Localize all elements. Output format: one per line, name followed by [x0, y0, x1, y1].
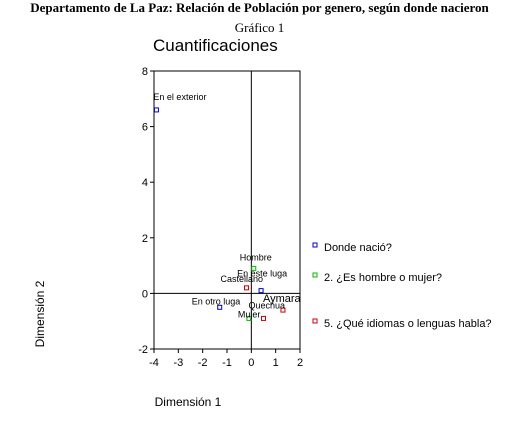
data-point: [258, 288, 264, 294]
data-point: [280, 307, 286, 313]
point-label: En otro luga: [192, 296, 241, 306]
legend-label: 5. ¿Qué idiomas o lenguas habla?: [324, 318, 492, 330]
data-point: [243, 285, 249, 291]
legend-marker: [312, 318, 318, 324]
data-point: [153, 107, 159, 113]
x-tick-label: 0: [248, 357, 254, 369]
point-label: Hombre: [240, 252, 272, 262]
legend: Donde nació? 2. ¿Es hombre o mujer? 5. ¿Qu…: [312, 242, 492, 330]
y-tick-label: 6: [142, 122, 148, 134]
data-point: [251, 265, 257, 271]
point-label: Quechua: [249, 300, 286, 310]
figure-label: Gráfico 1: [234, 20, 285, 35]
x-tick-label: -3: [173, 357, 183, 369]
axes: -4 -3 -2 -1 0 1 2 -2 0 2 4 6 8: [138, 66, 303, 369]
point-label: En este luga: [237, 269, 287, 279]
x-tick-label: 1: [273, 357, 279, 369]
point-label: Mujer: [238, 309, 261, 319]
legend-marker: [312, 242, 318, 248]
point-label: Castellano: [220, 274, 263, 284]
y-tick-label: -2: [138, 344, 148, 356]
page-title: Departamento de La Paz: Relación de Pobl…: [30, 0, 489, 15]
y-tick-label: 0: [142, 288, 148, 300]
data-point: [246, 315, 252, 321]
point-label: En el exterior: [153, 92, 206, 102]
legend-label: 2. ¿Es hombre o mujer?: [324, 272, 442, 284]
x-axis-title: Dimensión 1: [155, 395, 222, 409]
data-point: [217, 304, 223, 310]
legend-marker: [312, 272, 318, 278]
data-points: En el exterior En otro luga En este luga Ho…: [153, 92, 302, 321]
point-label: Aymara: [263, 293, 302, 305]
legend-label: Donde nació?: [324, 242, 392, 254]
y-tick-label: 8: [142, 66, 148, 78]
x-tick-label: 2: [297, 357, 303, 369]
y-axis-title: Dimensión 2: [33, 280, 47, 347]
x-tick-label: -1: [222, 357, 232, 369]
y-tick-label: 4: [142, 177, 148, 189]
data-point: [261, 315, 266, 321]
x-tick-label: -4: [149, 357, 159, 369]
y-tick-label: 2: [142, 233, 148, 245]
chart-title: Cuantificaciones: [153, 36, 278, 55]
x-tick-label: -2: [198, 357, 208, 369]
